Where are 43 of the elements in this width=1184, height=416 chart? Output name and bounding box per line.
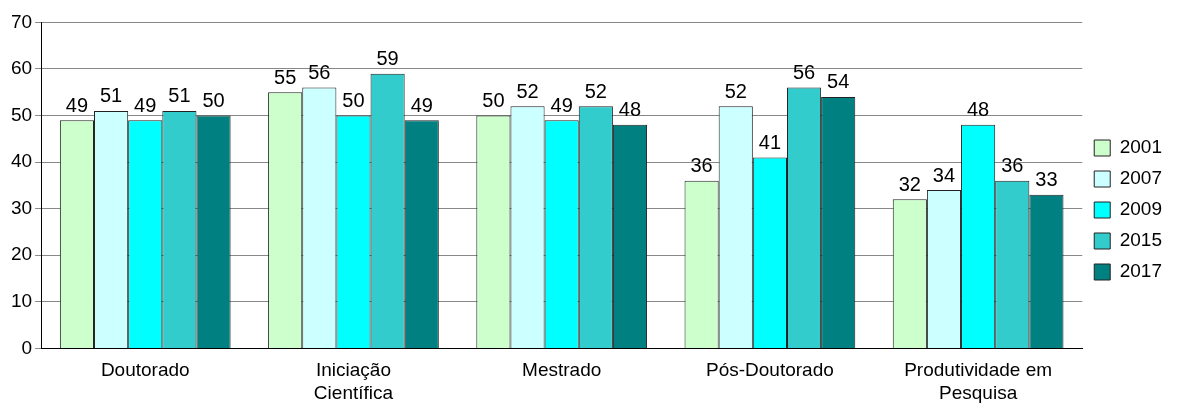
data-label: 59 [376,47,399,70]
data-label: 49 [410,93,433,116]
x-tick-label: Mestrado [522,359,602,381]
data-label: 56 [792,61,816,84]
x-tick-label: Pós-Doutorado [706,359,834,381]
y-tick-label: 10 [10,290,33,312]
data-label: 55 [274,65,297,88]
y-tick-label: 60 [10,57,33,79]
data-label: 51 [99,84,123,107]
data-label: 49 [134,93,157,116]
data-label: 36 [690,154,713,177]
y-tick-label: 70 [10,10,33,32]
data-label: 49 [550,93,573,116]
x-tick-label: Doutorado [100,359,190,381]
data-label: 49 [65,93,89,116]
y-tick-label: 30 [10,196,33,218]
data-label: 52 [516,79,539,102]
x-tick-label: Produtividade em Pesquisa [904,359,1053,403]
data-label: 34 [932,163,956,186]
data-label: 50 [342,89,365,112]
legend-label: 2009 [1119,198,1163,220]
data-label: 52 [724,79,747,102]
data-label: 48 [618,98,642,121]
x-tick-label: Iniciação Científica [313,359,394,403]
data-label: 52 [584,79,607,102]
y-tick-label: 50 [10,103,33,125]
data-label: 51 [168,84,191,107]
data-label: 36 [1001,154,1024,177]
data-label: 54 [827,70,850,93]
legend-label: 2007 [1119,167,1163,189]
legend-label: 2017 [1119,260,1163,282]
data-label: 33 [1035,168,1058,191]
y-tick-label: 20 [10,243,33,265]
data-label: 50 [482,89,505,112]
data-label: 41 [758,130,782,153]
legend-label: 2015 [1119,229,1163,251]
data-label: 32 [898,172,921,195]
data-label: 48 [967,98,990,121]
y-tick-label: 40 [10,150,33,172]
y-tick-label: 0 [21,336,33,358]
data-label: 56 [308,61,331,84]
legend-label: 2001 [1119,136,1163,158]
data-label: 50 [202,89,225,112]
